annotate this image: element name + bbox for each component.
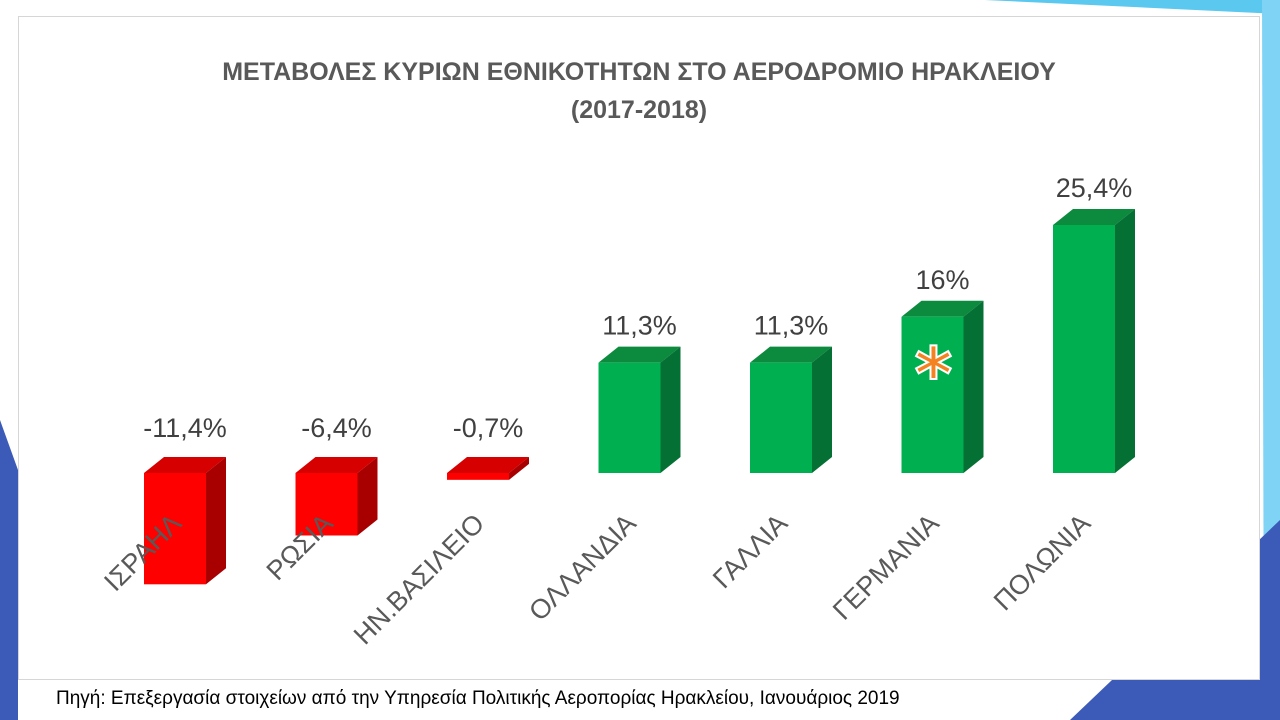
- category-label-5: ΓΑΛΛΙΑ: [707, 508, 793, 594]
- data-label-1: -11,4%: [143, 413, 227, 443]
- bar-5-front: [750, 362, 812, 473]
- bar-6-top: [901, 300, 984, 317]
- bar-2-side: [357, 457, 378, 536]
- category-label-3: ΗΝ.ΒΑΣΙΛΕΙΟ: [348, 508, 490, 650]
- category-label-4: ΟΛΛΑΝΔΙΑ: [523, 508, 642, 627]
- bar-1-side: [206, 457, 226, 585]
- chart-title-line-1: ΜΕΤΑΒΟΛΕΣ ΚΥΡΙΩΝ ΕΘΝΙΚΟΤΗΤΩΝ ΣΤΟ ΑΕΡΟΔΡΟ…: [222, 58, 1056, 86]
- bar-4-top: [598, 346, 681, 363]
- data-label-7: 25,4%: [1056, 173, 1133, 203]
- bar-3-side: [509, 457, 529, 480]
- bar-2-top: [295, 457, 378, 473]
- bar-1-front: [144, 473, 206, 585]
- data-label-2: -6,4%: [301, 413, 372, 443]
- category-label-7: ΠΟΛΩΝΙΑ: [988, 508, 1096, 616]
- corner-decoration-left: [0, 420, 18, 720]
- bar-7-front: [1053, 225, 1115, 473]
- bar-6-front: [901, 316, 964, 473]
- bar-3-front: [447, 473, 509, 480]
- chart-title: ΜΕΤΑΒΟΛΕΣ ΚΥΡΙΩΝ ΕΘΝΙΚΟΤΗΤΩΝ ΣΤΟ ΑΕΡΟΔΡΟ…: [19, 53, 1259, 129]
- bar-4-front: [598, 362, 661, 473]
- data-label-4: 11,3%: [602, 311, 677, 341]
- bar-5-top: [750, 346, 832, 363]
- bar-7-side: [1115, 209, 1135, 473]
- bar-2-front: [295, 473, 358, 536]
- bar-4-side: [660, 346, 681, 473]
- bar-5-side: [812, 346, 832, 473]
- category-label-6: ΓΕΡΜΑΝΙΑ: [827, 508, 945, 626]
- annotation-asterisk-icon: *: [915, 332, 953, 416]
- bar-3-top: [447, 457, 529, 473]
- corner-decoration-top-right: [985, 0, 1280, 14]
- chart-title-line-2: (2017-2018): [570, 96, 708, 124]
- bar-7-top: [1053, 209, 1135, 225]
- data-label-5: 11,3%: [754, 311, 829, 341]
- bar-chart: -11,4%ΙΣΡΑΗΛ-6,4%ΡΩΣΙΑ-0,7%ΗΝ.ΒΑΣΙΛΕΙΟ11…: [98, 173, 1135, 650]
- source-note: Πηγή: Επεξεργασία στοιχείων από την Υπηρ…: [56, 688, 900, 709]
- chart-panel: ΜΕΤΑΒΟΛΕΣ ΚΥΡΙΩΝ ΕΘΝΙΚΟΤΗΤΩΝ ΣΤΟ ΑΕΡΟΔΡΟ…: [18, 16, 1260, 680]
- data-label-3: -0,7%: [453, 413, 524, 443]
- bar-1-top: [144, 457, 226, 473]
- data-label-6: 16%: [915, 265, 969, 295]
- bar-6-side: [963, 300, 984, 473]
